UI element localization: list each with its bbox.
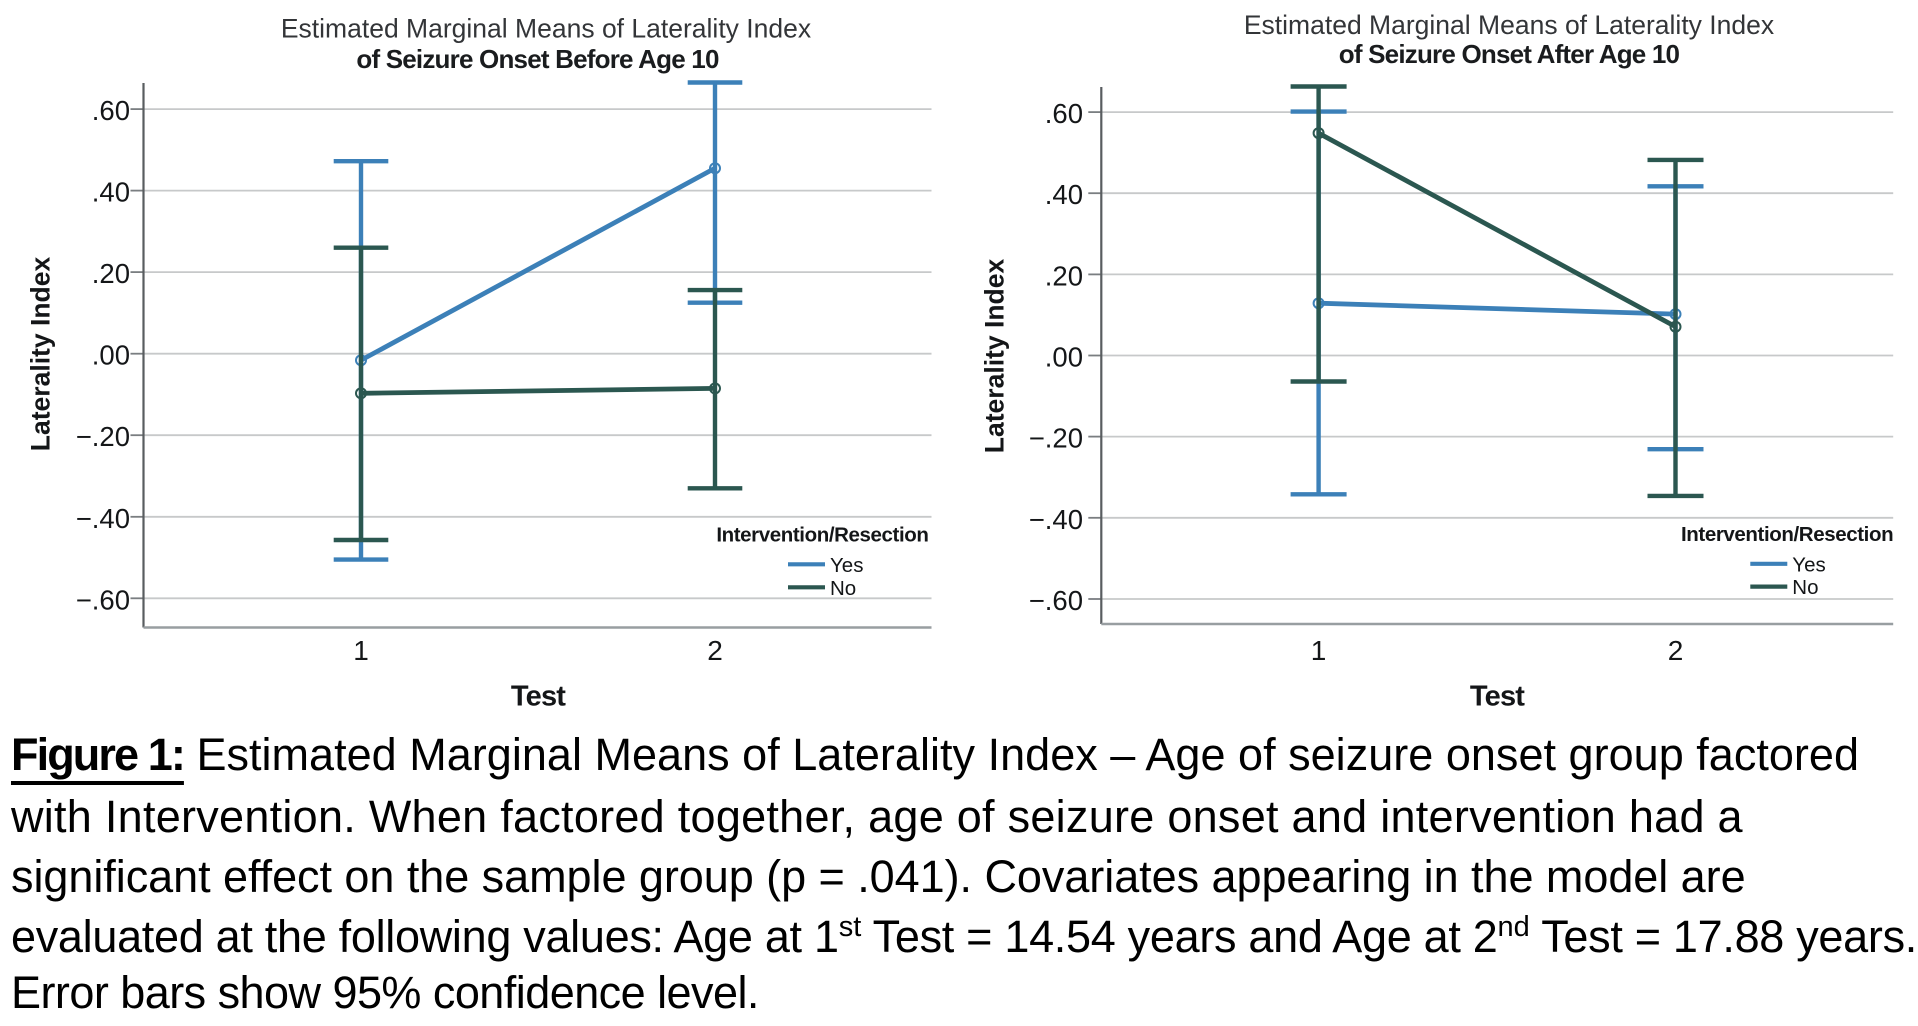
svg-text:2: 2 [707,635,723,666]
svg-text:Yes: Yes [830,554,863,577]
svg-text:Test: Test [1470,681,1525,713]
svg-text:No: No [1792,576,1818,599]
svg-text:−.60: −.60 [76,584,130,615]
svg-text:−.40: −.40 [76,503,130,534]
svg-text:of Seizure Onset After Age 10: of Seizure Onset After Age 10 [1339,39,1680,69]
svg-text:Intervention/Resection: Intervention/Resection [716,524,928,547]
svg-text:.40: .40 [92,177,130,208]
svg-text:of Seizure Onset Before Age 10: of Seizure Onset Before Age 10 [356,44,719,74]
svg-text:−.20: −.20 [1029,423,1083,454]
svg-text:Test: Test [511,681,566,713]
svg-text:.20: .20 [1045,260,1083,291]
svg-text:.60: .60 [92,95,130,126]
svg-text:2: 2 [1668,635,1684,666]
svg-text:−.40: −.40 [1029,504,1083,535]
svg-text:Laterality Index: Laterality Index [980,259,1010,454]
svg-text:1: 1 [353,635,369,666]
svg-text:Estimated Marginal Means of La: Estimated Marginal Means of Laterality I… [281,14,811,44]
svg-text:Laterality Index: Laterality Index [26,257,56,452]
svg-text:Estimated Marginal Means of La: Estimated Marginal Means of Laterality I… [1244,10,1774,40]
svg-text:.00: .00 [92,340,130,371]
svg-text:Intervention/Resection: Intervention/Resection [1681,523,1893,546]
svg-text:Yes: Yes [1792,553,1825,576]
svg-text:.20: .20 [92,258,130,289]
svg-text:1: 1 [1311,635,1327,666]
svg-text:−.20: −.20 [76,421,130,452]
svg-text:−.60: −.60 [1029,585,1083,616]
svg-text:No: No [830,577,856,600]
svg-text:.60: .60 [1045,98,1083,129]
svg-text:.40: .40 [1045,179,1083,210]
svg-text:.00: .00 [1045,342,1083,373]
